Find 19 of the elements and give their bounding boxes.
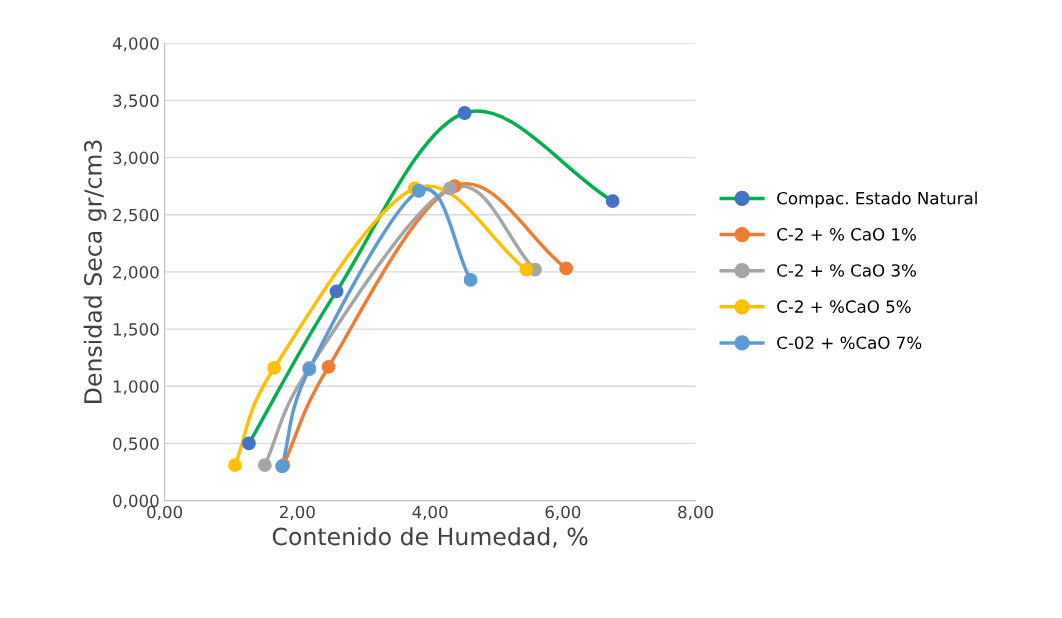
legend-label: C-2 + % CaO 3% [777, 264, 916, 277]
y-tick-label: 4,000 [112, 37, 159, 52]
y-tick-label: 2,000 [113, 265, 159, 281]
legend-label: C-2 + % CaO 1% [777, 228, 916, 241]
x-axis-title: Contenido de Humedad, % [272, 527, 588, 548]
y-tick-label: 3,000 [113, 151, 159, 166]
y-tick-label: 0,500 [113, 437, 159, 452]
legend-label: Compac. Estado Natural [777, 191, 977, 208]
x-tick-label: 4,00 [412, 505, 448, 521]
y-tick-label: 3,500 [113, 94, 159, 109]
legend-label: C-02 + %CaO 7% [777, 336, 922, 350]
y-tick-label: 2,500 [113, 208, 159, 224]
x-tick-label: 8,00 [678, 505, 714, 521]
x-tick-label: 6,00 [545, 505, 581, 521]
y-axis-title: Densidad Seca gr/cm3 [83, 140, 107, 403]
y-tick-label: 1,500 [113, 323, 159, 338]
legend-label: C-2 + %CaO 5% [777, 300, 911, 313]
x-tick-label: 2,00 [280, 505, 315, 521]
y-tick-label: 1,000 [113, 380, 159, 395]
